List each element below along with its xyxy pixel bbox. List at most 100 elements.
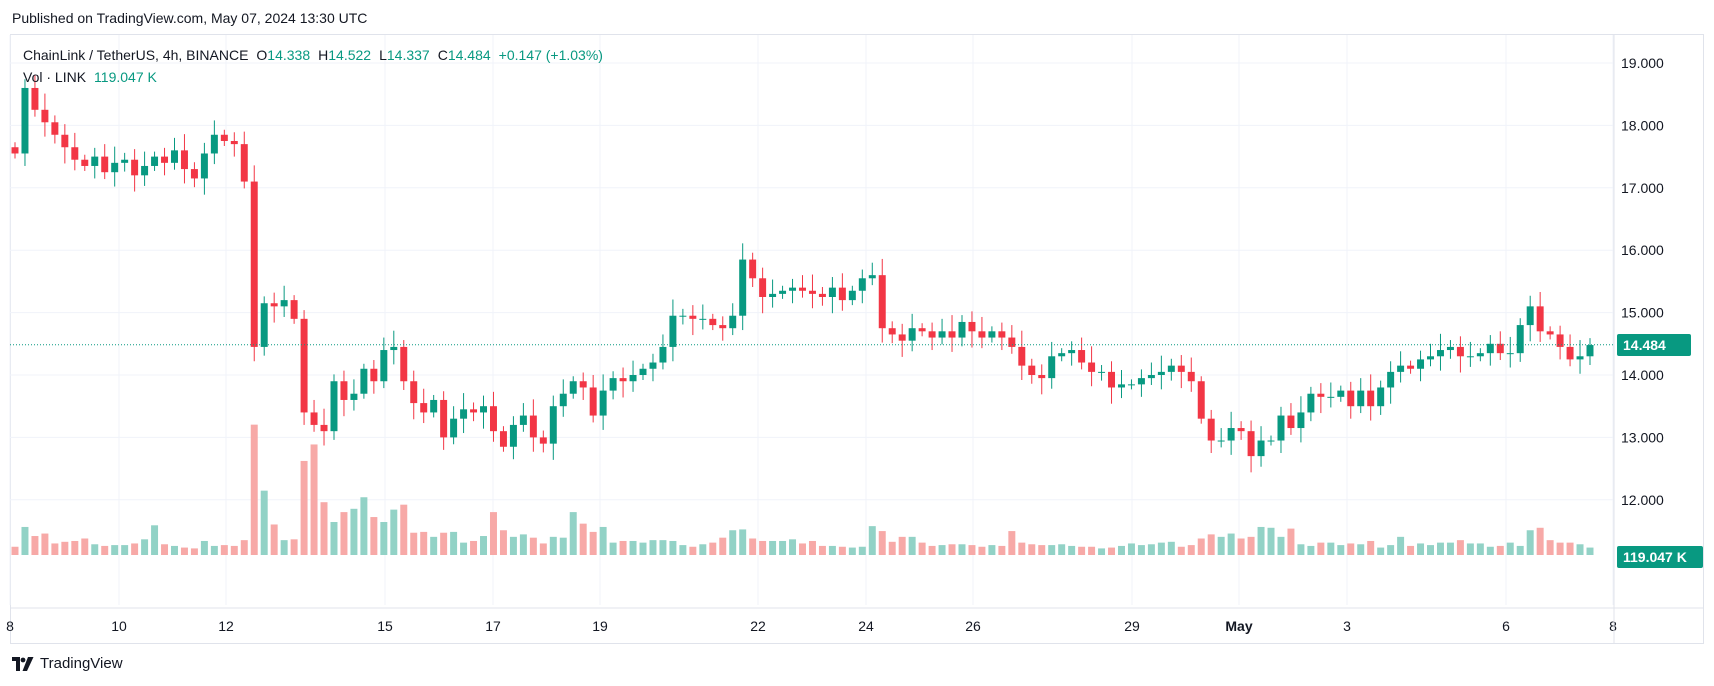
- x-tick-label: 22: [750, 618, 766, 634]
- candle-body: [320, 424, 328, 432]
- candle-body: [918, 328, 926, 332]
- volume-bar: [729, 530, 737, 555]
- legend-change-value: +0.147 (+1.03%): [498, 47, 603, 63]
- x-tick-label: 29: [1124, 618, 1140, 634]
- candle-body: [649, 362, 657, 369]
- legend-symbol[interactable]: ChainLink / TetherUS, 4h, BINANCE: [23, 47, 249, 63]
- volume-bar: [270, 524, 278, 555]
- candle-body: [1267, 440, 1275, 442]
- candle-body: [1387, 371, 1395, 388]
- y-tick-label: 15.000: [1621, 305, 1664, 321]
- volume-bar: [1347, 543, 1355, 555]
- x-tick-label: 19: [592, 618, 608, 634]
- candle-body: [629, 375, 637, 382]
- volume-bar: [1247, 536, 1255, 555]
- candle-body: [131, 159, 139, 176]
- candle-body: [489, 406, 497, 432]
- candle-body: [1417, 359, 1425, 369]
- volume-bar: [808, 540, 816, 555]
- tradingview-logo[interactable]: TradingView: [12, 655, 123, 672]
- candle-body: [848, 290, 856, 301]
- legend-volume-label[interactable]: Vol · LINK: [23, 69, 87, 85]
- candle-body: [430, 399, 438, 413]
- x-tick-label: 17: [485, 618, 501, 634]
- volume-bar: [789, 539, 797, 555]
- candle-body: [1427, 356, 1434, 360]
- candle-body: [549, 406, 557, 444]
- candle-body: [1407, 365, 1415, 369]
- candle-body: [609, 378, 617, 391]
- candle-body: [1516, 325, 1524, 354]
- volume-bar: [709, 542, 717, 555]
- candle-body: [1038, 375, 1046, 379]
- volume-bar: [1187, 545, 1195, 555]
- volume-bar: [938, 545, 946, 555]
- candle-body: [1367, 390, 1375, 407]
- volume-bar: [968, 545, 976, 555]
- volume-bar: [719, 537, 727, 555]
- volume-bar: [659, 540, 667, 555]
- y-tick-label: 12.000: [1621, 492, 1664, 508]
- candle-body: [240, 144, 248, 182]
- volume-bar: [928, 545, 936, 555]
- candle-body: [579, 381, 587, 388]
- candle-body: [290, 300, 298, 319]
- candle-body: [1177, 365, 1185, 372]
- candle-body: [759, 278, 767, 297]
- candle-body: [1078, 350, 1086, 363]
- volume-bar: [649, 540, 657, 555]
- candle-body: [808, 290, 816, 294]
- volume-bar: [1397, 536, 1405, 555]
- candle-body: [260, 303, 268, 347]
- volume-bar: [559, 537, 567, 555]
- volume-bar: [1257, 526, 1265, 555]
- candle-body: [1576, 356, 1584, 360]
- volume-bar: [888, 541, 896, 555]
- candle-body: [200, 153, 208, 179]
- volume-bar: [1098, 548, 1106, 555]
- candle-body: [958, 321, 966, 338]
- candle-body: [1436, 350, 1444, 357]
- candle-body: [928, 331, 936, 338]
- volume-bar: [11, 546, 19, 555]
- x-tick-label: 6: [1502, 618, 1510, 634]
- volume-bar: [340, 512, 348, 555]
- volume-bar: [430, 536, 438, 555]
- candle-body: [1147, 375, 1155, 379]
- candle-body: [779, 290, 787, 294]
- candle-body: [11, 147, 19, 154]
- candle-body: [659, 346, 667, 363]
- volume-bar: [978, 546, 986, 555]
- volume-bar: [1506, 542, 1514, 555]
- candle-body: [868, 275, 876, 279]
- volume-bar: [908, 536, 916, 555]
- volume-bar: [639, 542, 647, 555]
- candle-body: [190, 169, 198, 179]
- candle-body: [210, 134, 218, 154]
- volume-bar: [868, 526, 876, 555]
- volume-bar: [1486, 546, 1494, 555]
- volume-bar: [390, 509, 398, 555]
- volume-bar: [1317, 542, 1325, 555]
- candle-body: [888, 328, 896, 335]
- candle-body: [450, 418, 458, 438]
- candle-body: [729, 315, 737, 329]
- candle-body: [1247, 431, 1255, 457]
- candle-body: [1536, 306, 1544, 332]
- candle-body: [719, 325, 727, 329]
- candle-body: [669, 315, 677, 347]
- volume-bar: [440, 532, 448, 555]
- candle-body: [141, 165, 149, 176]
- volume-bar: [250, 424, 258, 555]
- candle-body: [1207, 418, 1215, 441]
- volume-bar: [539, 543, 547, 555]
- volume-bar: [579, 523, 587, 555]
- volume-bar: [1526, 530, 1534, 555]
- candle-body: [1068, 350, 1076, 354]
- candle-body: [998, 331, 1006, 338]
- candle-body: [1227, 428, 1235, 441]
- volume-bar: [858, 546, 866, 555]
- candle-body: [480, 406, 488, 413]
- volume-bar: [1536, 527, 1544, 555]
